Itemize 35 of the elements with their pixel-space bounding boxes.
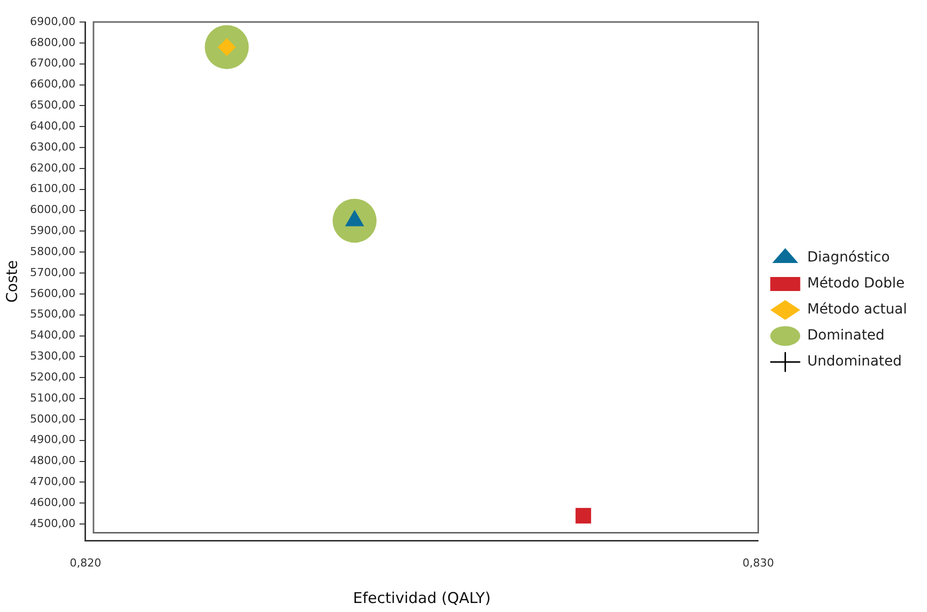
legend-label: Método actual xyxy=(807,302,908,318)
y-tick-label: 6200,00 xyxy=(30,161,76,174)
y-tick-label: 6300,00 xyxy=(30,140,76,154)
y-tick-label: 5600,00 xyxy=(30,286,76,300)
y-tick-label: 5800,00 xyxy=(30,244,76,258)
y-tick-label: 4900,00 xyxy=(30,433,76,446)
y-tick-label: 6000,00 xyxy=(30,203,76,216)
y-tick-label: 5500,00 xyxy=(30,308,76,321)
x-tick-label: 0,830 xyxy=(742,556,774,570)
legend-label: Diagnóstico xyxy=(807,250,890,266)
y-tick-label: 5100,00 xyxy=(30,391,76,404)
y-tick-label: 6700,00 xyxy=(30,56,76,70)
y-tick-label: 4600,00 xyxy=(30,496,76,510)
y-tick-label: 6800,00 xyxy=(30,36,76,49)
y-tick-label: 6500,00 xyxy=(30,98,76,112)
y-tick-label: 5000,00 xyxy=(30,412,76,426)
y-tick-label: 5300,00 xyxy=(30,350,76,363)
legend-label: Método Doble xyxy=(807,276,905,292)
legend-label: Dominated xyxy=(807,328,885,344)
y-tick-label: 4500,00 xyxy=(30,516,76,530)
y-tick-label: 5900,00 xyxy=(30,224,76,238)
y-tick-label: 5400,00 xyxy=(30,328,76,342)
y-tick-label: 5700,00 xyxy=(30,266,76,279)
y-tick-label: 5200,00 xyxy=(30,370,76,384)
y-tick-label: 4700,00 xyxy=(30,475,76,488)
y-tick-label: 4800,00 xyxy=(30,454,76,468)
x-axis-title: Efectividad (QALY) xyxy=(353,588,491,607)
y-tick-label: 6100,00 xyxy=(30,182,76,196)
x-tick-label: 0,820 xyxy=(70,556,102,570)
y-tick-label: 6400,00 xyxy=(30,119,76,132)
y-axis-title: Coste xyxy=(2,260,21,303)
y-tick-label: 6900,00 xyxy=(30,14,76,28)
point xyxy=(576,508,592,524)
legend-label: Undominated xyxy=(807,354,902,370)
y-tick-label: 6600,00 xyxy=(30,78,76,91)
